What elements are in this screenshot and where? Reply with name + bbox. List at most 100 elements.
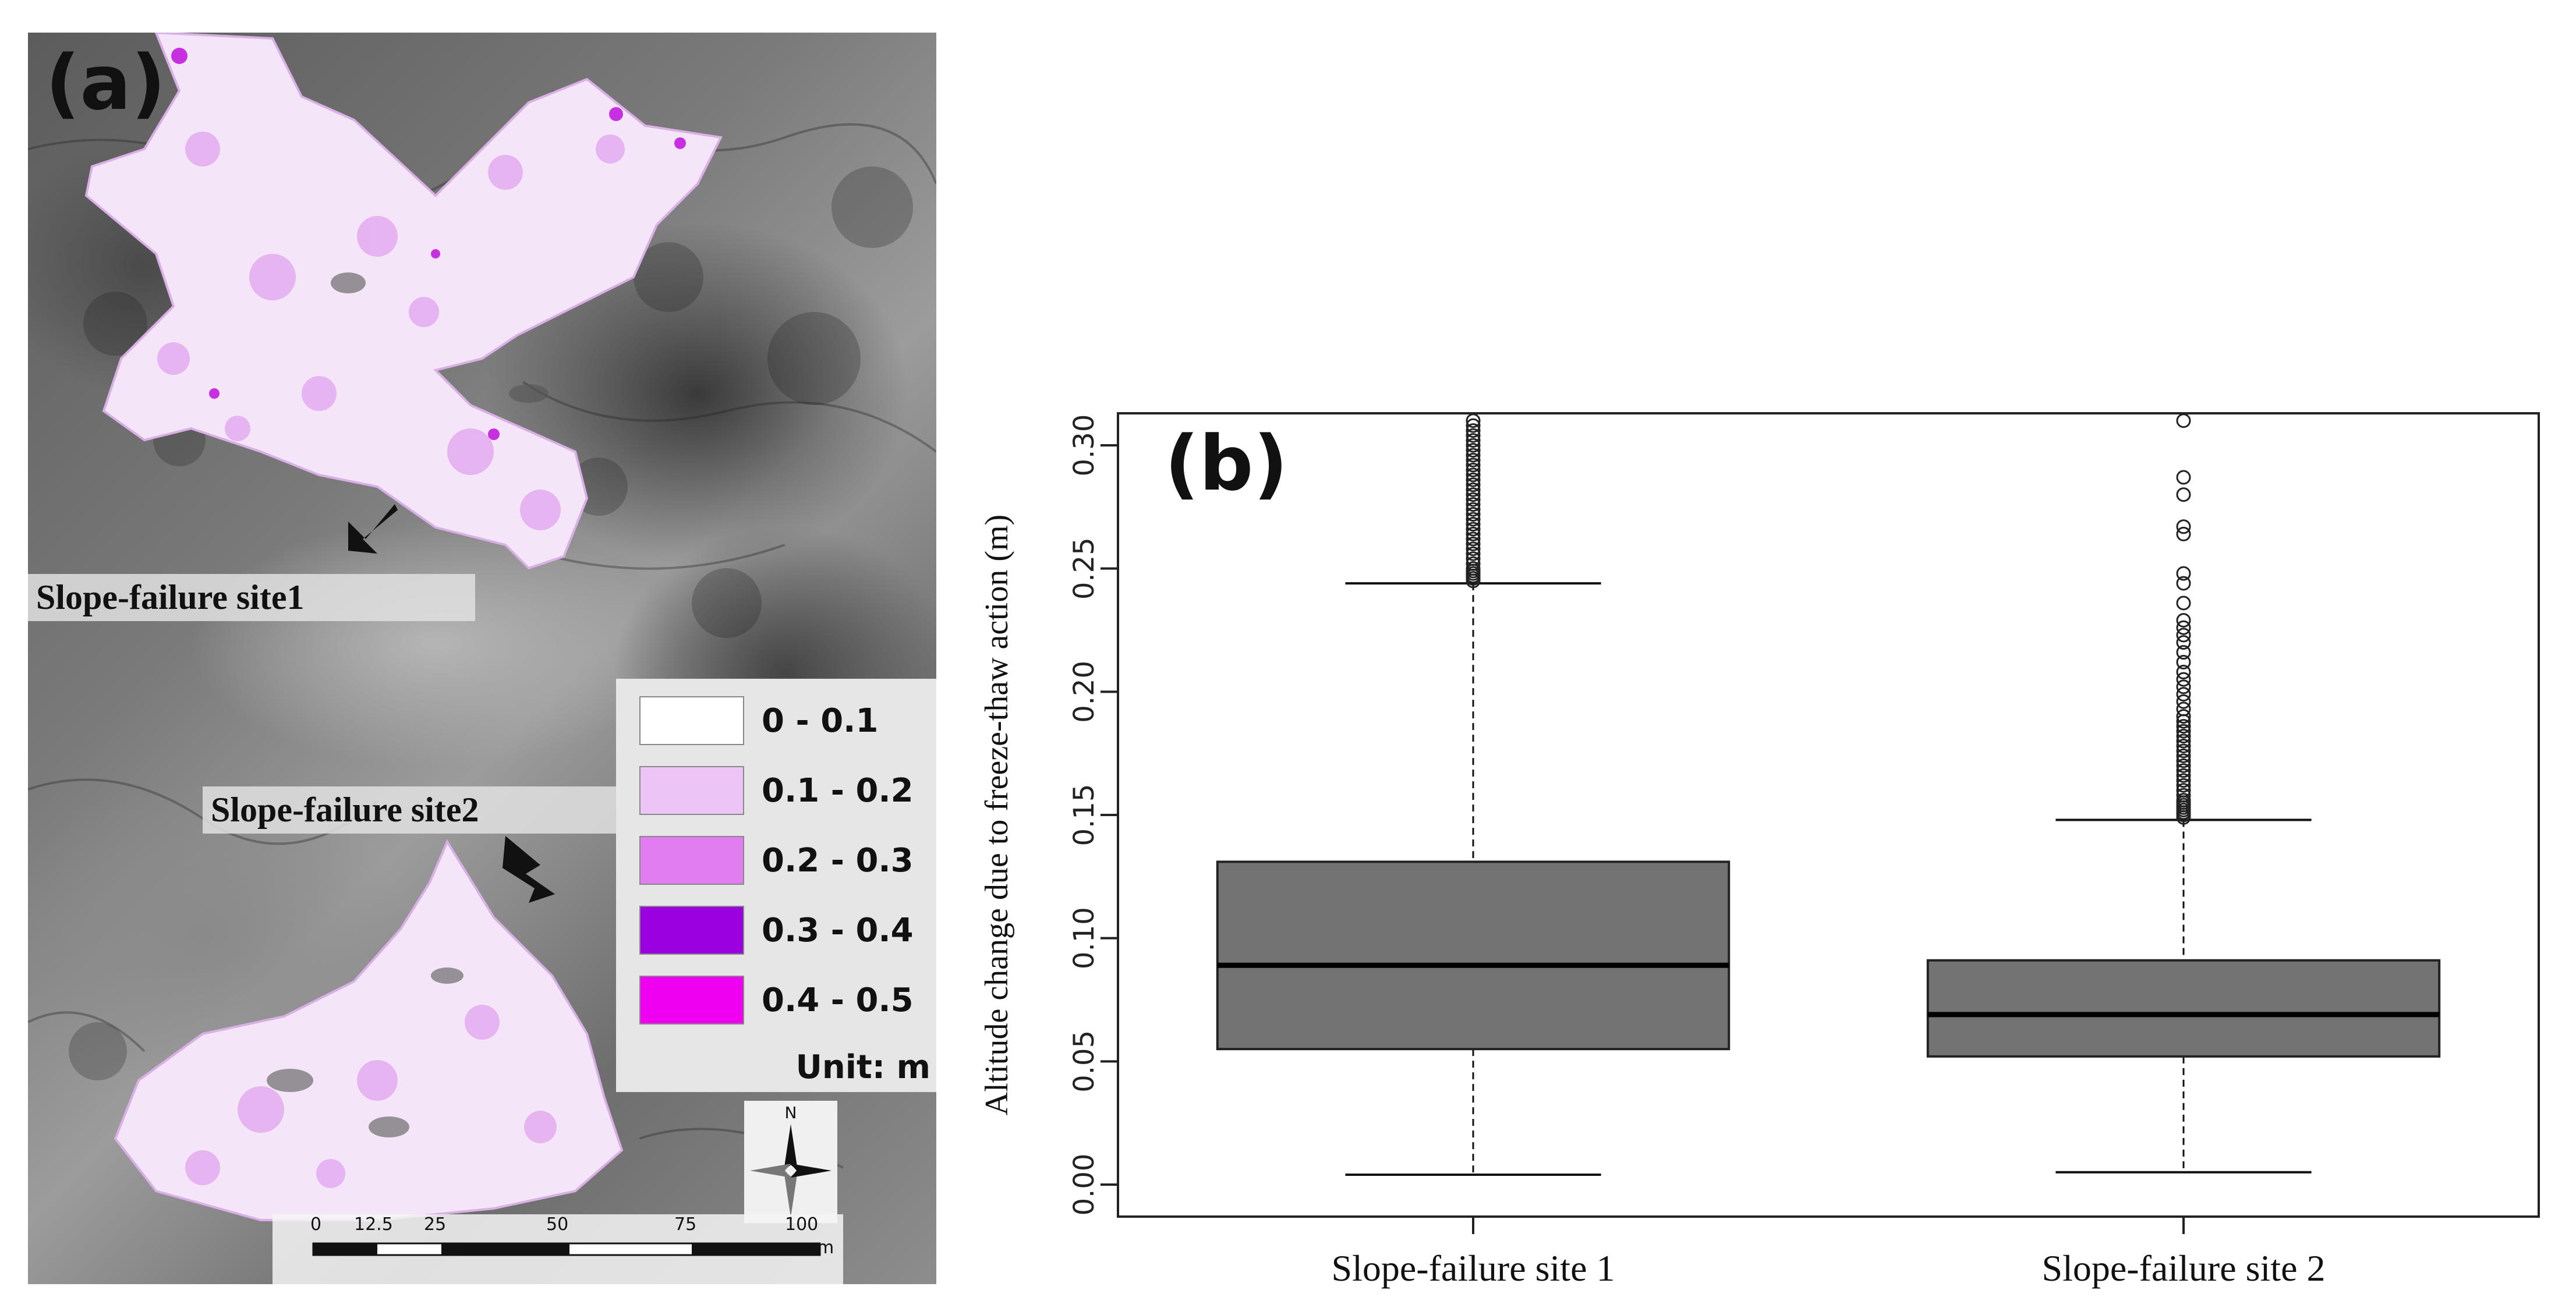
site1-high-change xyxy=(171,48,686,440)
y-tick-label: 0.20 xyxy=(1068,661,1101,723)
legend-label: 0.3 - 0.4 xyxy=(762,912,914,949)
legend-swatch xyxy=(639,766,744,815)
outlier-point xyxy=(2176,526,2191,541)
outlier-point xyxy=(2176,679,2191,694)
scale-tick-label: 12.5 xyxy=(354,1214,393,1235)
x-tick-label: Slope-failure site 1 xyxy=(1332,1247,1615,1289)
legend-label: 0.1 - 0.2 xyxy=(762,772,914,810)
outlier-point xyxy=(2176,729,2191,744)
scale-tick-label: 75 xyxy=(674,1214,697,1235)
outlier-point xyxy=(1466,413,1481,428)
outlier-point xyxy=(1466,482,1481,497)
outlier-point xyxy=(1466,502,1481,517)
outlier-point xyxy=(2176,620,2191,635)
legend-swatch xyxy=(639,906,744,955)
outlier-point xyxy=(2176,743,2191,758)
outlier-point xyxy=(2176,763,2191,778)
site2-label: Slope-failure site2 xyxy=(203,786,650,834)
outlier-point xyxy=(1466,551,1481,566)
outlier-point xyxy=(1466,467,1481,483)
legend-item: 0.1 - 0.2 xyxy=(639,766,930,818)
outlier-point xyxy=(2176,778,2191,793)
site2-change-pixels xyxy=(185,1005,557,1188)
scale-bar: 0 12.5 25 50 75 100 m xyxy=(273,1214,843,1284)
y-tick-label: 0.00 xyxy=(1068,1154,1101,1216)
terrain-map xyxy=(28,33,936,1221)
outlier-point xyxy=(1466,531,1481,547)
outlier-point xyxy=(2176,664,2191,679)
legend-item: 0.4 - 0.5 xyxy=(639,976,930,1028)
outlier-point xyxy=(2176,788,2191,803)
outlier-point xyxy=(1466,442,1481,458)
outlier-point xyxy=(2176,596,2191,611)
panel-a-label: (a) xyxy=(45,38,166,127)
site1-arrow-icon xyxy=(348,504,398,554)
y-tick-label: 0.30 xyxy=(1068,414,1101,477)
outlier-point xyxy=(2176,773,2191,788)
outlier-point xyxy=(2176,709,2191,724)
outlier-point xyxy=(2176,613,2191,628)
north-arrow: N xyxy=(744,1101,837,1223)
outlier-point xyxy=(1466,487,1481,502)
legend-label: 0 - 0.1 xyxy=(762,702,879,740)
legend-swatch xyxy=(639,976,744,1025)
outlier-point xyxy=(2176,768,2191,783)
outlier-point xyxy=(1466,497,1481,512)
outlier-point xyxy=(1466,462,1481,477)
outlier-point xyxy=(2176,719,2191,734)
map-panel: (a) Slope-failure site1 Slope-failure si… xyxy=(28,33,936,1284)
outlier-point xyxy=(1466,492,1481,507)
legend-item: 0 - 0.1 xyxy=(639,696,930,749)
scale-tick-label: 0 xyxy=(310,1214,322,1235)
outlier-point xyxy=(1466,546,1481,561)
scale-tick-label: 25 xyxy=(424,1214,447,1235)
outlier-point xyxy=(1466,516,1481,531)
compass-icon: N xyxy=(750,1103,831,1217)
outlier-point xyxy=(1466,477,1481,492)
outlier-point xyxy=(1466,536,1481,551)
outlier-point xyxy=(1466,561,1481,576)
outlier-point xyxy=(2176,672,2191,687)
box-iqr xyxy=(1216,860,1731,1051)
scale-tick-label: 50 xyxy=(546,1214,569,1235)
legend-item: 0.3 - 0.4 xyxy=(639,906,930,958)
outlier-point xyxy=(1466,522,1481,537)
outlier-point xyxy=(1466,433,1481,448)
outlier-point xyxy=(2176,645,2191,660)
outlier-point xyxy=(2176,413,2191,428)
outlier-point xyxy=(2176,753,2191,768)
outlier-point xyxy=(1466,423,1481,438)
legend-swatch xyxy=(639,696,744,745)
legend-item: 0.2 - 0.3 xyxy=(639,836,930,888)
outlier-point xyxy=(2176,487,2191,502)
outlier-point xyxy=(1466,512,1481,527)
outlier-point xyxy=(1466,526,1481,541)
outlier-point xyxy=(2176,655,2191,670)
y-axis-label: Altitude change due to freeze-thaw actio… xyxy=(979,515,1015,1115)
outlier-point xyxy=(2176,701,2191,717)
y-tick-label: 0.05 xyxy=(1068,1030,1101,1093)
legend-swatch xyxy=(639,836,744,885)
plot-frame xyxy=(1117,412,2540,1218)
site2-arrow-icon xyxy=(503,836,555,903)
outlier-point xyxy=(2176,576,2191,591)
outlier-point xyxy=(2176,793,2191,808)
outlier-point xyxy=(2176,566,2191,581)
outlier-point xyxy=(2176,783,2191,798)
outlier-point xyxy=(2176,470,2191,485)
outlier-point xyxy=(1466,428,1481,443)
box-iqr xyxy=(1926,959,2441,1058)
outlier-point xyxy=(2176,748,2191,763)
scale-tick-label: 100 xyxy=(785,1214,819,1235)
outlier-point xyxy=(2176,724,2191,739)
outlier-point xyxy=(1466,418,1481,433)
legend-label: 0.4 - 0.5 xyxy=(762,981,914,1019)
outlier-point xyxy=(2176,758,2191,773)
outlier-point xyxy=(1466,448,1481,463)
boxplot-chart: 0.00 0.05 0.10 0.15 0.20 0.25 0.30 Altitude cha… xyxy=(979,412,2540,1289)
outlier-point xyxy=(2176,628,2191,643)
north-label: N xyxy=(785,1103,797,1122)
y-tick-label: 0.15 xyxy=(1068,784,1101,846)
site2-area xyxy=(114,839,624,1221)
outlier-point xyxy=(2176,687,2191,702)
